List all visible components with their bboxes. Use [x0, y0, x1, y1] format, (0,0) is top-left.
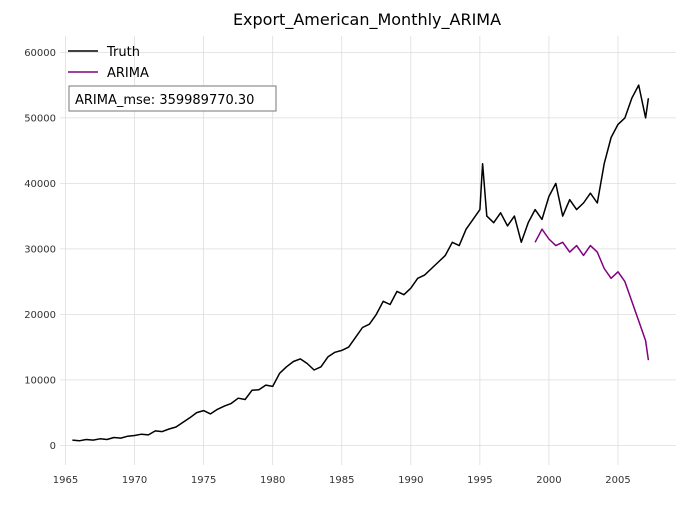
mse-annotation-text: ARIMA_mse: 359989770.30	[75, 93, 254, 108]
series-line-arima	[534, 228, 650, 361]
y-tick-label: 40000	[24, 179, 56, 190]
chart-title: Export_American_Monthly_ARIMA	[233, 10, 501, 30]
series-lines	[72, 84, 650, 442]
mse-annotation-box	[68, 85, 277, 112]
x-tick-label: 1970	[122, 475, 147, 486]
x-tick-label: 2005	[605, 475, 630, 486]
series-line-truth	[72, 84, 650, 442]
y-axis-ticks: 0 10000 20000 30000 40000 50000 60000	[24, 48, 56, 452]
y-tick-label: 50000	[24, 113, 56, 124]
x-tick-label: 1985	[329, 475, 354, 486]
x-tick-label: 2000	[536, 475, 561, 486]
y-tick-label: 0	[50, 441, 56, 452]
x-tick-label: 1980	[260, 475, 285, 486]
y-tick-label: 20000	[24, 310, 56, 321]
legend: Truth ARIMA	[68, 45, 149, 81]
x-tick-label: 1990	[398, 475, 423, 486]
y-tick-label: 30000	[24, 244, 56, 255]
y-tick-label: 60000	[24, 48, 56, 59]
y-tick-label: 10000	[24, 375, 56, 386]
legend-label-truth: Truth	[106, 45, 140, 60]
x-axis-ticks: 1965 1970 1975 1980 1985 1990 1995 2000 2005	[53, 475, 631, 486]
legend-label-arima: ARIMA	[107, 66, 149, 81]
x-tick-label: 1975	[191, 475, 216, 486]
mse-annotation: ARIMA_mse: 359989770.30	[68, 85, 277, 112]
x-tick-label: 1965	[53, 475, 78, 486]
x-tick-label: 1995	[467, 475, 492, 486]
